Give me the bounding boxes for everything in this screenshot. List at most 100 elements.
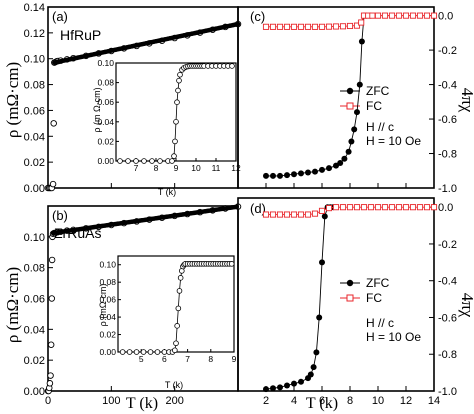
panel-c-zfc-point xyxy=(356,81,363,88)
panel-c-fc-point xyxy=(346,22,354,30)
legend-d: ZFC FC xyxy=(340,276,390,305)
panel-c-fc-point xyxy=(311,23,319,30)
panel-d-fc-point xyxy=(388,204,396,211)
inset-a-point xyxy=(173,119,179,125)
panel-d-ytick-label: -0.2 xyxy=(438,239,457,251)
panel-c-zfc-point xyxy=(358,38,365,45)
panel-c-fc-point xyxy=(388,12,396,19)
inset-b-point xyxy=(176,288,183,294)
panel-d-fc-point xyxy=(409,204,417,211)
inset-b-ytick-label: 0.04 xyxy=(99,312,116,322)
panel-c-zfc-point xyxy=(277,172,283,179)
inset-a-ytick-label: 0.00 xyxy=(97,156,114,166)
panel-c-fc-point xyxy=(395,12,403,19)
panel-d-fc-point xyxy=(311,210,319,217)
inset-b-ytick-label: 0.08 xyxy=(99,277,116,287)
panel-d-ytick-label: -0.4 xyxy=(438,276,457,288)
inset-b-point xyxy=(172,347,178,354)
panel-d-zfc-point xyxy=(284,382,290,389)
inset-a-point xyxy=(157,158,163,164)
legend-c-fc-label: FC xyxy=(366,99,382,113)
panel-c-fc-point xyxy=(290,23,298,30)
panel-b-point xyxy=(48,256,56,264)
panel-d-fc-point xyxy=(374,204,382,211)
panel-c-fc-point xyxy=(262,23,270,30)
panel-c-frame xyxy=(237,6,435,189)
inset-a-point xyxy=(176,77,182,84)
panel-c-ytick-label: -0.8 xyxy=(438,149,457,161)
panel-a-ytick-label: 0.00 xyxy=(24,183,45,195)
panel-a-ytick-label: 0.02 xyxy=(24,157,45,169)
panel-b-ytick-label: 0.00 xyxy=(24,386,45,398)
inset-b-point xyxy=(174,323,180,329)
panel-d-fc-point xyxy=(346,204,354,211)
inset-a-xlabel: T (k) xyxy=(158,187,176,197)
panel-a-ytick-label: 0.12 xyxy=(24,28,45,40)
inset-b-point xyxy=(175,305,182,312)
panel-c-zfc-point xyxy=(337,160,344,167)
panel-d-fc-point xyxy=(416,204,424,211)
panel-c-fc-point xyxy=(304,23,312,30)
panel-b-xtick-label: 200 xyxy=(165,395,183,407)
panel-d-zfc-point xyxy=(307,371,314,378)
panel-c-fc-point xyxy=(353,22,361,29)
panel-c-fc-point xyxy=(318,23,326,30)
panel-d-ytick-label: -0.8 xyxy=(438,349,457,361)
panel-b-ytick-label: 0.04 xyxy=(24,324,45,336)
legend-c-zfc-marker xyxy=(346,87,354,95)
inset-b-ylabel: ρ (mΩ·cm) xyxy=(98,284,108,327)
panel-c-fc-point xyxy=(374,12,382,19)
panel-a-ytick-label: 0.10 xyxy=(24,54,45,66)
inset-b-point xyxy=(140,349,147,355)
panel-c-zfc-point xyxy=(319,166,325,173)
inset-b-point xyxy=(119,349,126,355)
inset-a-point xyxy=(172,138,178,145)
axis-title-temperature-left: T (k) xyxy=(126,395,158,412)
inset-b-point xyxy=(173,340,179,347)
panel-d-fc-point xyxy=(276,211,284,218)
panel-a-point xyxy=(50,120,57,127)
panel-c-fc-point xyxy=(339,23,347,30)
panel-d-fc-point xyxy=(339,204,347,211)
axis-title-chi-top: 4πχ xyxy=(458,88,474,113)
panel-c-fc-point xyxy=(269,23,277,30)
panel-d-ytick-label: 0.0 xyxy=(438,202,453,214)
inset-a-xtick-label: 9 xyxy=(174,163,179,173)
inset-b-point xyxy=(161,349,168,355)
panel-b-ytick-label: 0.02 xyxy=(24,355,45,367)
inset-a-ytick-label: 0.02 xyxy=(97,136,114,146)
panel-c-fc-point xyxy=(430,12,438,19)
panel-d-zfc-point xyxy=(310,364,317,371)
legend-d-zfc-label: ZFC xyxy=(366,276,390,290)
inset-b-xtick-label: 6 xyxy=(162,354,167,364)
panel-label-b: (b) xyxy=(52,208,68,223)
panel-a-ytick-label: 0.08 xyxy=(24,80,45,92)
inset-a-point xyxy=(117,158,123,164)
panel-b-ytick-label: 0.08 xyxy=(24,263,45,275)
inset-a-point xyxy=(133,158,139,164)
panel-b-point xyxy=(48,295,56,302)
panel-d-xtick-label: 12 xyxy=(400,395,412,407)
inset-a-ytick-label: 0.08 xyxy=(97,78,114,88)
panel-c-zfc-point xyxy=(345,148,352,155)
panel-d-fc-point xyxy=(402,204,410,211)
panel-c-fc-point xyxy=(276,23,284,30)
panel-d-xtick-label: 8 xyxy=(347,395,353,407)
panel-c-zfc-point xyxy=(305,169,311,176)
panel-c-zfc-point xyxy=(341,155,348,162)
panel-d-fc-point xyxy=(262,211,270,218)
panel-label-d: (d) xyxy=(250,201,266,216)
inset-a-point xyxy=(174,99,180,105)
panel-d-fc-point xyxy=(290,211,298,218)
panel-c-zfc-point xyxy=(351,126,358,133)
panel-c-fc-point xyxy=(381,12,389,19)
panel-d-zfc-point xyxy=(277,384,283,391)
inset-a-xtick-label: 11 xyxy=(212,163,221,173)
legend-d-zfc-marker xyxy=(346,279,354,287)
legend-c-fc-marker xyxy=(346,102,354,110)
panel-d-fc-point xyxy=(283,211,291,218)
inset-b-ytick-label: 0.06 xyxy=(99,295,116,305)
inset-a-xtick-label: 8 xyxy=(154,163,159,173)
inset-a-xtick-label: 10 xyxy=(191,163,201,173)
